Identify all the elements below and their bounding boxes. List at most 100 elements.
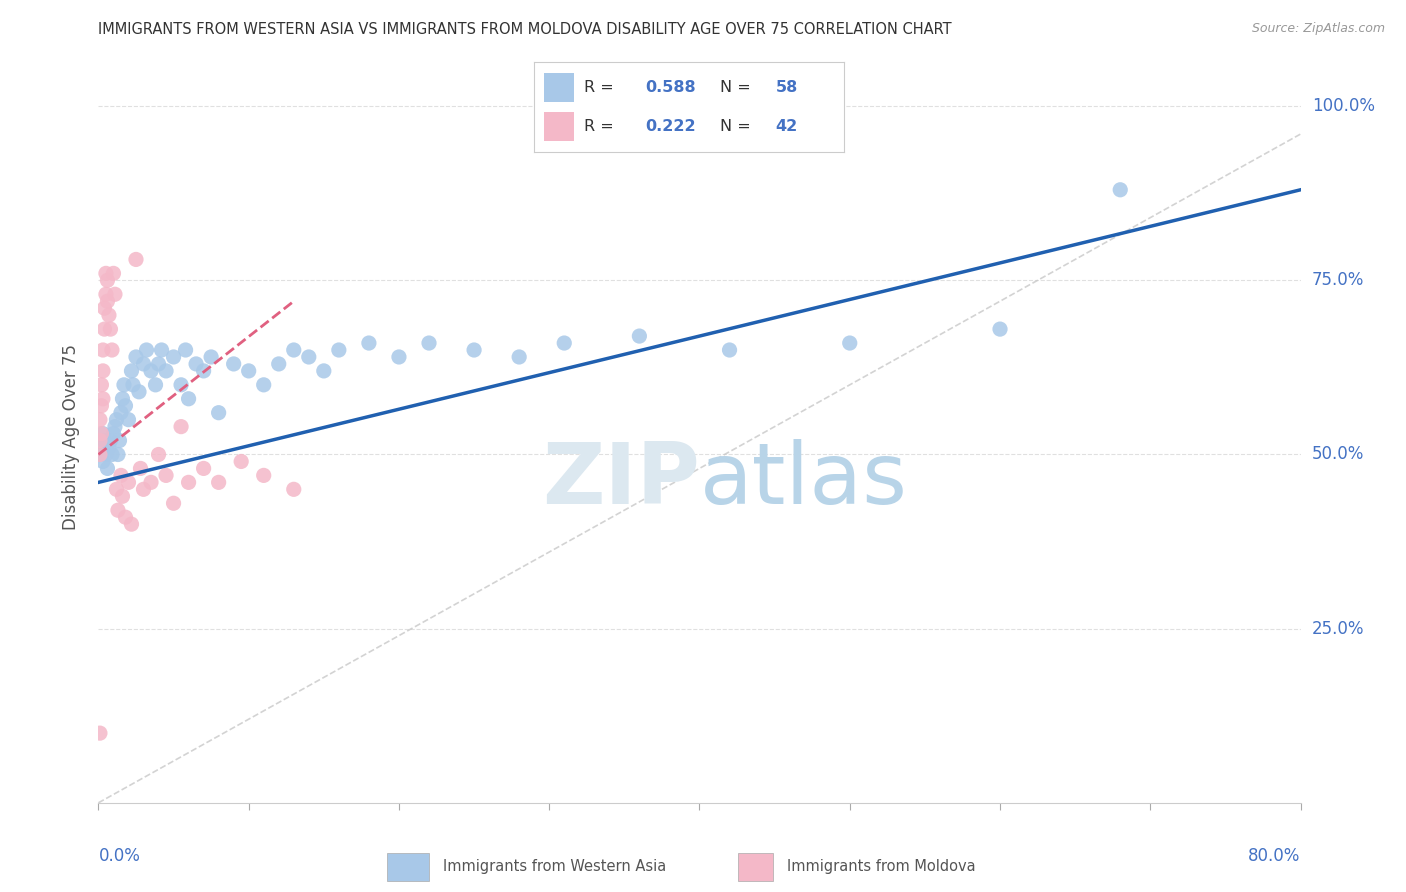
Point [91, 426, 114, 441]
Point [193, 461, 215, 475]
Point [267, 357, 290, 371]
Point [222, 357, 245, 371]
Point [128, 384, 150, 399]
Point [145, 377, 167, 392]
Point [1109, 183, 1132, 197]
Point [231, 454, 253, 468]
Point [283, 343, 305, 357]
Point [91, 343, 114, 357]
Text: 100.0%: 100.0% [1312, 97, 1375, 115]
Point [200, 350, 222, 364]
Point [718, 343, 741, 357]
Point [110, 468, 132, 483]
Point [105, 412, 128, 426]
Point [132, 357, 155, 371]
Point [111, 489, 134, 503]
Point [100, 322, 122, 336]
Point [177, 475, 200, 490]
Point [148, 448, 170, 462]
Point [208, 406, 231, 420]
Point [238, 364, 260, 378]
Point [93, 322, 115, 336]
Text: 0.222: 0.222 [645, 120, 696, 134]
Point [148, 357, 170, 371]
Text: 50.0%: 50.0% [1312, 445, 1364, 464]
Point [110, 406, 132, 420]
Point [94, 287, 117, 301]
Point [103, 426, 125, 441]
Point [125, 252, 148, 267]
Point [114, 399, 136, 413]
Text: 58: 58 [776, 80, 797, 95]
FancyBboxPatch shape [544, 73, 575, 102]
Text: 25.0%: 25.0% [1312, 620, 1364, 638]
Point [114, 510, 136, 524]
Point [108, 434, 131, 448]
Point [117, 412, 139, 426]
Point [91, 392, 114, 406]
Point [155, 364, 177, 378]
Point [103, 266, 125, 280]
Point [135, 343, 157, 357]
Point [96, 294, 118, 309]
Point [177, 392, 200, 406]
Point [508, 350, 530, 364]
Point [93, 301, 115, 316]
Point [91, 364, 114, 378]
Point [122, 377, 145, 392]
Point [93, 434, 115, 448]
Point [298, 350, 321, 364]
Text: Immigrants from Moldova: Immigrants from Moldova [787, 859, 976, 873]
Point [328, 343, 350, 357]
Text: IMMIGRANTS FROM WESTERN ASIA VS IMMIGRANTS FROM MOLDOVA DISABILITY AGE OVER 75 C: IMMIGRANTS FROM WESTERN ASIA VS IMMIGRAN… [98, 22, 952, 37]
Point [553, 336, 575, 351]
Point [89, 448, 111, 462]
Text: 0.588: 0.588 [645, 80, 696, 95]
Text: R =: R = [583, 80, 619, 95]
Text: 0.0%: 0.0% [98, 847, 141, 864]
Point [139, 364, 162, 378]
Point [139, 475, 162, 490]
Point [89, 412, 111, 426]
Point [125, 350, 148, 364]
Point [91, 454, 114, 468]
Point [101, 343, 124, 357]
Point [94, 266, 117, 280]
Text: N =: N = [720, 80, 756, 95]
Point [155, 468, 177, 483]
Text: 80.0%: 80.0% [1249, 847, 1301, 864]
Point [101, 448, 124, 462]
Point [162, 496, 184, 510]
Point [105, 483, 128, 497]
Point [104, 287, 127, 301]
Point [90, 399, 112, 413]
Point [104, 419, 127, 434]
Point [838, 336, 860, 351]
Point [208, 475, 231, 490]
FancyBboxPatch shape [544, 112, 575, 141]
Point [89, 434, 111, 448]
Point [170, 377, 193, 392]
Point [129, 461, 152, 475]
Point [96, 273, 118, 287]
Point [112, 377, 135, 392]
Text: Immigrants from Western Asia: Immigrants from Western Asia [443, 859, 666, 873]
Text: atlas: atlas [699, 440, 907, 523]
Point [117, 475, 139, 490]
Text: 75.0%: 75.0% [1312, 271, 1364, 289]
Point [628, 329, 651, 343]
Point [121, 517, 143, 532]
Text: Source: ZipAtlas.com: Source: ZipAtlas.com [1251, 22, 1385, 36]
Point [184, 357, 207, 371]
Point [132, 483, 155, 497]
Point [97, 441, 120, 455]
Point [162, 350, 184, 364]
Point [174, 343, 197, 357]
Point [193, 364, 215, 378]
Point [121, 364, 143, 378]
Point [150, 343, 173, 357]
Point [418, 336, 440, 351]
Point [94, 448, 117, 462]
Point [253, 377, 276, 392]
FancyBboxPatch shape [387, 854, 429, 881]
